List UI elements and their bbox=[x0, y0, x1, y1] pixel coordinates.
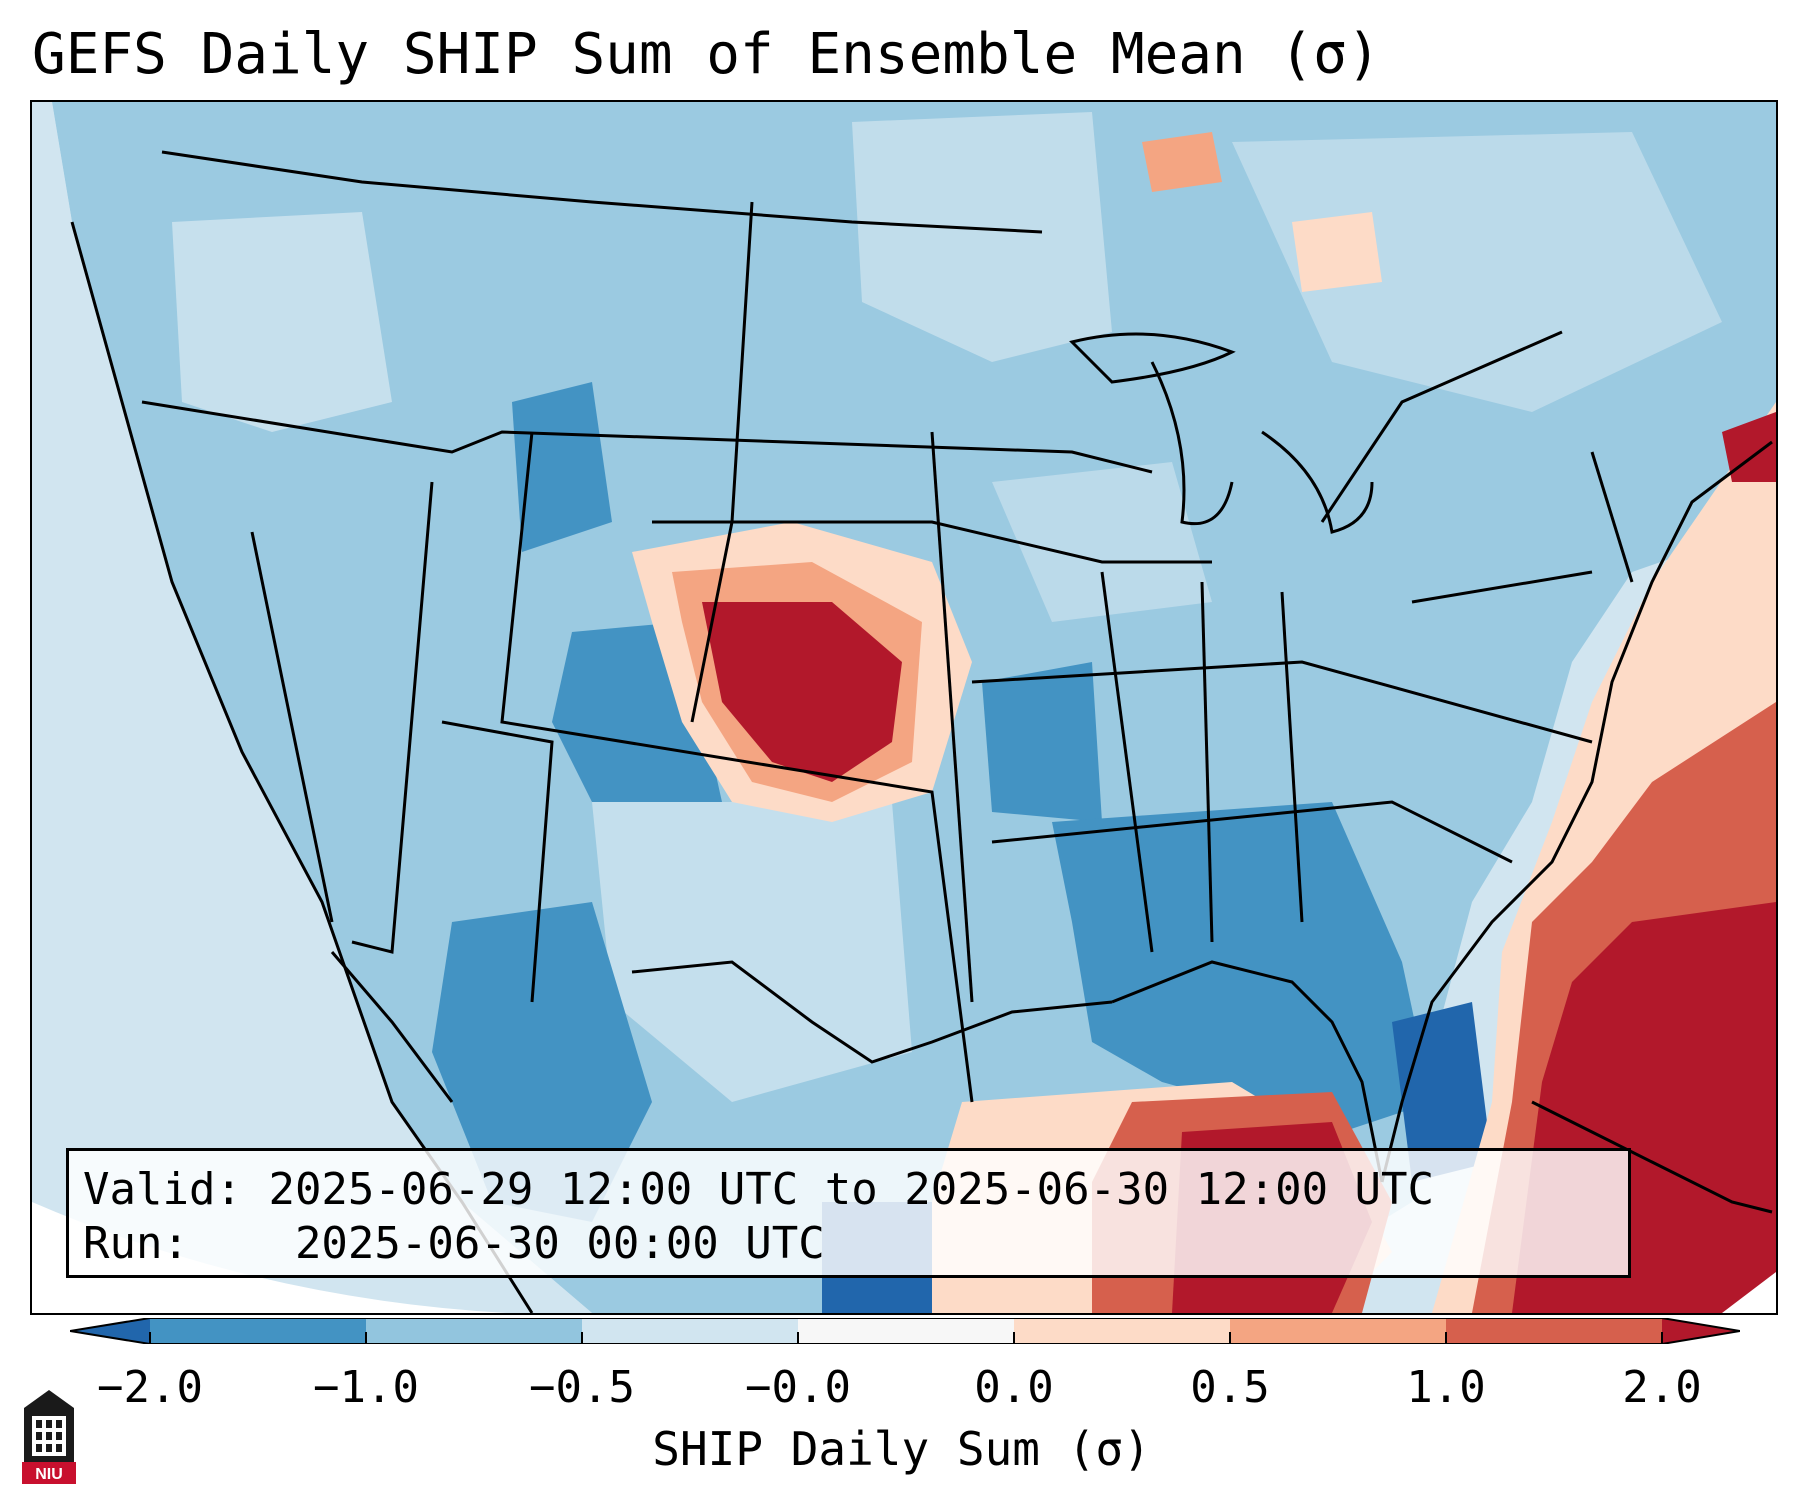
colorbar-bin-2 bbox=[366, 1318, 582, 1344]
domain-edge-se bbox=[1722, 1272, 1776, 1313]
valid-row: Valid: 2025-06-29 12:00 UTC to 2025-06-3… bbox=[83, 1163, 1614, 1217]
lake-huron bbox=[1261, 430, 1374, 534]
run-label: Run: bbox=[83, 1218, 189, 1269]
colorbar-bin-6 bbox=[1230, 1318, 1446, 1344]
ship-map-panel bbox=[30, 100, 1778, 1315]
tick-label: 0.5 bbox=[1190, 1362, 1270, 1413]
texas-coast bbox=[631, 960, 1113, 1064]
field-blue-southeast bbox=[1052, 802, 1432, 1132]
map-title: GEFS Daily SHIP Sum of Ensemble Mean (σ) bbox=[32, 22, 1381, 87]
tick-label: 0.0 bbox=[974, 1362, 1054, 1413]
tick-label: −1.0 bbox=[313, 1362, 419, 1413]
us-canada-border bbox=[161, 150, 1043, 234]
domain-edge-sw bbox=[32, 1202, 682, 1313]
field-pacific bbox=[32, 102, 592, 1313]
lake-michigan bbox=[1150, 361, 1234, 526]
field-blue-montana bbox=[512, 382, 612, 552]
colorbar-tick-labels: −2.0 −1.0 −0.5 −0.0 0.0 0.5 1.0 2.0 bbox=[0, 1362, 1803, 1422]
colorbar-bin-5 bbox=[1014, 1318, 1230, 1344]
valid-value: 2025-06-29 12:00 UTC to 2025-06-30 12:00… bbox=[268, 1164, 1435, 1215]
east-coast bbox=[1380, 440, 1773, 1183]
lake-superior bbox=[1069, 332, 1236, 384]
colorbar bbox=[70, 1318, 1740, 1344]
colorbar-over-arrow bbox=[1662, 1318, 1740, 1344]
field-blue-mexico bbox=[432, 902, 652, 1222]
valid-label: Valid: bbox=[83, 1164, 242, 1215]
run-row: Run: 2025-06-30 00:00 UTC bbox=[83, 1217, 1614, 1271]
colorbar-label: SHIP Daily Sum (σ) bbox=[652, 1422, 1151, 1476]
colorbar-bin-3 bbox=[582, 1318, 798, 1344]
tick-label: −2.0 bbox=[97, 1362, 203, 1413]
tick-label: −0.0 bbox=[745, 1362, 851, 1413]
colorbar-under-arrow bbox=[70, 1318, 150, 1344]
colorbar-bin-4 bbox=[798, 1318, 1014, 1344]
niu-logo: NIU bbox=[22, 1390, 76, 1484]
political-boundaries bbox=[70, 150, 1773, 1313]
tick-label: −0.5 bbox=[529, 1362, 635, 1413]
field-blue-missouri bbox=[982, 662, 1102, 822]
niu-logo-text: NIU bbox=[35, 1466, 63, 1483]
field-red-plains bbox=[702, 602, 902, 782]
gulf-coast bbox=[1111, 960, 1384, 1183]
valid-run-info-box: Valid: 2025-06-29 12:00 UTC to 2025-06-3… bbox=[66, 1148, 1631, 1278]
colorbar-bin-1 bbox=[150, 1318, 366, 1344]
colorbar-bin-7 bbox=[1446, 1318, 1662, 1344]
run-value: 2025-06-30 00:00 UTC bbox=[294, 1218, 825, 1269]
baja bbox=[330, 951, 454, 1103]
cuba-coast bbox=[1531, 1100, 1773, 1214]
tick-label: 1.0 bbox=[1406, 1362, 1486, 1413]
tick-label: 2.0 bbox=[1622, 1362, 1702, 1413]
